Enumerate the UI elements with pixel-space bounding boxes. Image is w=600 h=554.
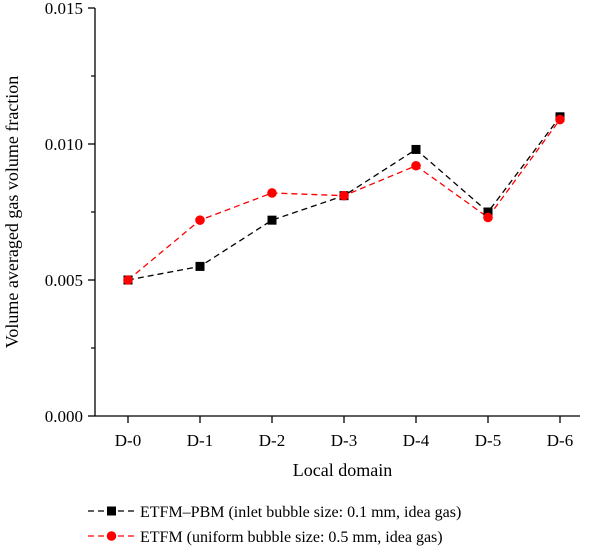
series-1-point-4: [411, 160, 421, 171]
legend-entry-1: ETFM (uniform bubble size: 0.5 mm, idea …: [88, 529, 443, 546]
y-tick-label-1: 0.005: [45, 271, 83, 290]
x-tick-label-3: D-3: [331, 431, 357, 450]
x-axis-title: Local domain: [293, 460, 392, 480]
legend-entry-0: ETFM–PBM (inlet bubble size: 0.1 mm, ide…: [88, 504, 461, 521]
legend-label-1: ETFM (uniform bubble size: 0.5 mm, idea …: [140, 529, 443, 546]
y-tick-label-3: 0.015: [45, 0, 83, 18]
legend-swatch-marker-0: [107, 506, 116, 516]
series-0-point-1: [195, 261, 205, 271]
series-1-point-2: [267, 188, 277, 198]
x-tick-label-1: D-1: [187, 431, 213, 450]
x-ticks: D-0 D-1 D-2 D-3 D-4 D-5 D-6: [115, 416, 573, 450]
x-tick-label-2: D-2: [259, 431, 285, 450]
x-tick-label-0: D-0: [115, 431, 141, 450]
series-0-point-4: [411, 144, 421, 154]
legend: ETFM–PBM (inlet bubble size: 0.1 mm, ide…: [88, 504, 461, 546]
series-1-point-0: [123, 275, 133, 285]
y-tick-label-2: 0.010: [45, 135, 83, 154]
x-tick-label-5: D-5: [475, 431, 501, 450]
x-tick-label-4: D-4: [403, 431, 430, 450]
series-1-point-5: [483, 212, 493, 223]
series-0-point-2: [267, 215, 277, 225]
series-1-point-3: [339, 190, 349, 201]
y-axis-title: Volume averaged gas volume fraction: [2, 76, 22, 349]
series: [123, 112, 565, 285]
y-tick-label-0: 0.000: [45, 407, 83, 426]
series-0-point-5: [483, 207, 493, 217]
x-tick-label-6: D-6: [547, 431, 573, 450]
legend-label-0: ETFM–PBM (inlet bubble size: 0.1 mm, ide…: [140, 504, 461, 521]
legend-swatch-marker-1: [106, 531, 117, 541]
series-1-point-1: [195, 215, 205, 225]
y-ticks: 0.000 0.005 0.010 0.015: [45, 0, 95, 426]
axes: [94, 8, 580, 417]
series-1-point-6: [555, 114, 565, 125]
